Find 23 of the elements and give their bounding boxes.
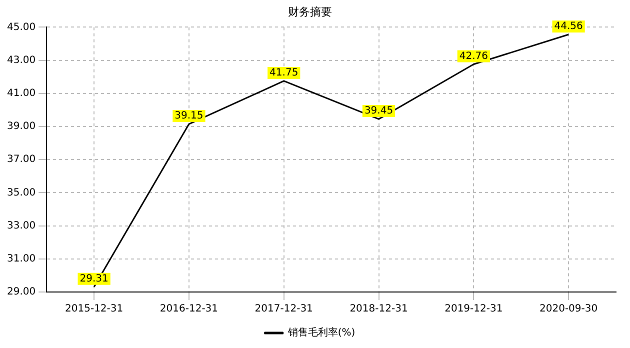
y-tick-label: 45.00 — [6, 22, 36, 33]
x-tick-label: 2017-12-31 — [254, 304, 313, 315]
y-tick-label: 41.00 — [6, 88, 36, 99]
x-tick-label: 2020-09-30 — [539, 304, 598, 315]
data-label: 39.15 — [174, 110, 204, 122]
y-tick-label: 29.00 — [6, 286, 36, 298]
x-tick-label: 2018-12-31 — [350, 304, 408, 315]
y-tick-label: 31.00 — [6, 253, 36, 264]
data-label: 41.75 — [270, 68, 298, 79]
x-tick-label: 2016-12-31 — [160, 304, 218, 315]
data-label: 44.56 — [554, 21, 583, 32]
y-tick-label: 43.00 — [6, 54, 36, 66]
chart-title: 财务摘要 — [288, 5, 332, 18]
x-tick-label: 2015-12-31 — [65, 304, 124, 315]
y-tick-label: 35.00 — [6, 187, 36, 198]
y-tick-label: 37.00 — [6, 154, 36, 166]
legend-label: 销售毛利率(%) — [286, 326, 356, 339]
data-label: 39.45 — [364, 106, 394, 117]
y-tick-label: 39.00 — [6, 121, 36, 132]
y-tick-label: 33.00 — [6, 220, 36, 232]
data-label: 42.76 — [459, 50, 488, 62]
data-label: 29.31 — [80, 273, 108, 284]
x-tick-label: 2019-12-31 — [444, 304, 503, 315]
